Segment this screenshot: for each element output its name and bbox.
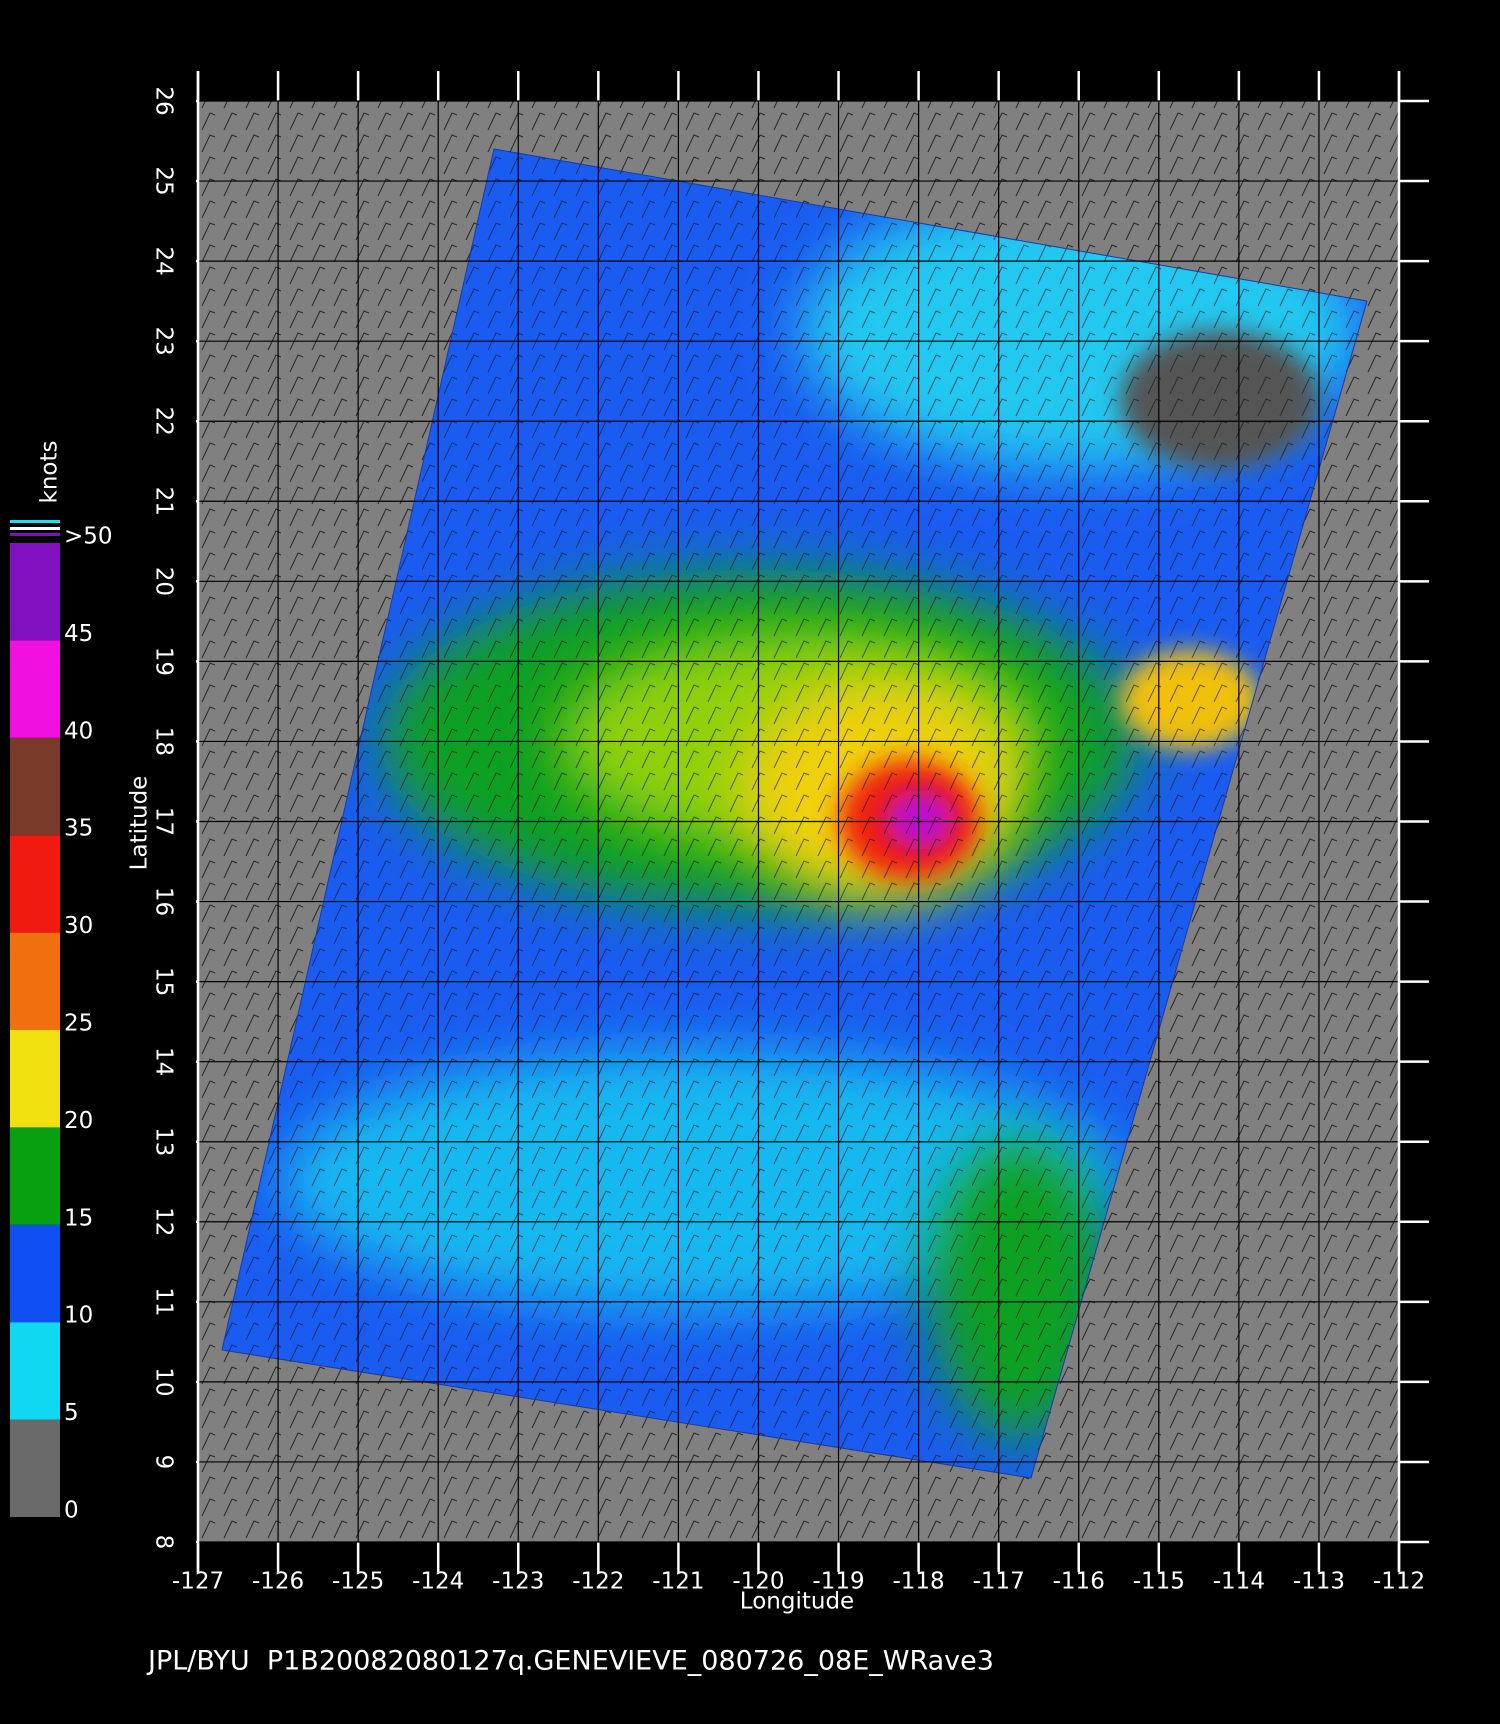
y-tick-label: 21 — [151, 487, 177, 516]
x-tick-label: -114 — [1213, 1569, 1265, 1595]
swath-outline — [221, 148, 1368, 1479]
x-tick-label: -113 — [1293, 1569, 1345, 1595]
x-tick-label: -124 — [412, 1569, 464, 1595]
colorbar-tick-label: 45 — [64, 621, 93, 647]
y-tick-label: 26 — [151, 86, 177, 115]
y-tick-label: 9 — [151, 1455, 177, 1470]
x-tick-label: -127 — [172, 1569, 224, 1595]
colorbar-segment — [10, 1030, 60, 1128]
y-tick-label: 10 — [151, 1367, 177, 1396]
colorbar-tick-label: 30 — [64, 913, 93, 939]
x-tick-label: -122 — [572, 1569, 624, 1595]
colorbar-tick-label: 15 — [64, 1205, 93, 1231]
colorbar-tick-label: 0 — [64, 1498, 79, 1524]
footer: JPL/BYU P1B20082080127q.GENEVIEVE_080726… — [146, 1646, 994, 1677]
x-tick-label: -118 — [892, 1569, 944, 1595]
colorbar-tick-label: >50 — [64, 524, 113, 550]
y-tick-label: 25 — [151, 166, 177, 195]
colorbar-tick-label: 5 — [64, 1400, 79, 1426]
colorbar-segment — [10, 835, 60, 933]
colorbar-segment — [10, 932, 60, 1030]
colorbar-segment — [10, 543, 60, 641]
colorbar-segment — [10, 1127, 60, 1225]
y-tick-label: 14 — [151, 1047, 177, 1076]
y-axis-label: Latitude — [127, 776, 153, 871]
colorbar-cap — [10, 527, 60, 530]
colorbar-tick-label: 20 — [64, 1108, 93, 1134]
colorbar-cap — [10, 533, 60, 536]
y-tick-label: 19 — [151, 647, 177, 676]
x-tick-label: -123 — [492, 1569, 544, 1595]
x-tick-label: -117 — [973, 1569, 1025, 1595]
colorbar-tick-label: 40 — [64, 718, 93, 744]
y-tick-label: 20 — [151, 567, 177, 596]
y-tick-label: 24 — [151, 246, 177, 275]
x-axis-label: Longitude — [740, 1589, 854, 1615]
colorbar-cap — [10, 520, 60, 523]
x-tick-label: -120 — [732, 1569, 784, 1595]
y-tick-label: 15 — [151, 967, 177, 996]
x-tick-label: -125 — [332, 1569, 384, 1595]
y-tick-label: 18 — [151, 727, 177, 756]
y-tick-label: 11 — [151, 1287, 177, 1316]
colorbar-segment — [10, 640, 60, 738]
colorbar-segment — [10, 1224, 60, 1323]
colorbar-segment — [10, 1322, 60, 1420]
y-tick-label: 8 — [151, 1535, 177, 1550]
colorbar-tick-label: 35 — [64, 816, 93, 842]
y-tick-label: 17 — [151, 807, 177, 836]
y-tick-label: 22 — [151, 407, 177, 436]
x-tick-label: -126 — [252, 1569, 304, 1595]
y-tick-label: 16 — [151, 887, 177, 916]
y-tick-label: 13 — [151, 1127, 177, 1156]
colorbar-tick-label: 25 — [64, 1011, 93, 1037]
x-tick-label: -119 — [812, 1569, 864, 1595]
colorbar-segment — [10, 1419, 60, 1517]
colorbar-segment — [10, 737, 60, 836]
colorbar-label: knots — [37, 441, 63, 504]
x-tick-label: -116 — [1053, 1569, 1105, 1595]
x-tick-label: -112 — [1373, 1569, 1425, 1595]
x-tick-label: -121 — [652, 1569, 704, 1595]
y-tick-label: 23 — [151, 327, 177, 356]
x-tick-label: -115 — [1133, 1569, 1185, 1595]
colorbar-tick-label: 10 — [64, 1303, 93, 1329]
y-tick-label: 12 — [151, 1207, 177, 1236]
